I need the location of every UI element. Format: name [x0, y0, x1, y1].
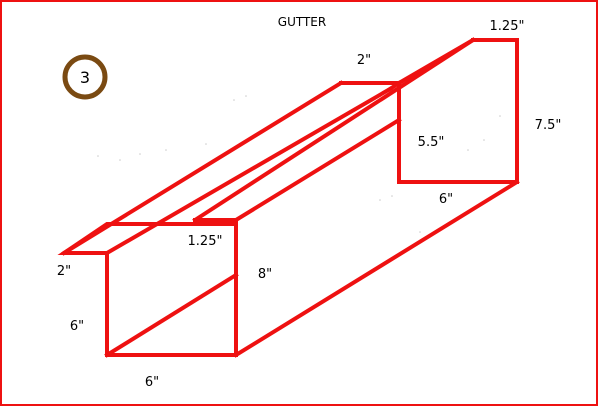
inner-bottom-slant [104, 272, 239, 358]
dim-left-top-width: 2" [57, 264, 71, 279]
dim-front-height: 8" [258, 267, 272, 282]
dim-left-height: 6" [70, 319, 84, 334]
left-wall-top-edge [104, 86, 393, 256]
badge-circle [62, 54, 108, 100]
dim-front-lip: 1.25" [188, 234, 223, 249]
front-wall-top-edge [233, 117, 402, 223]
dim-inner-height: 5.5" [418, 135, 445, 150]
dim-outer-height: 7.5" [535, 118, 562, 133]
bottom-long-edge [233, 179, 520, 358]
badge-number: 3 [80, 68, 90, 87]
back-upper-profile [397, 38, 519, 184]
dim-top-right-lip: 1.25" [490, 19, 525, 34]
dim-top-inner-width: 2" [357, 53, 371, 68]
left-lip-top-edge [61, 80, 344, 256]
background-speckles [97, 95, 501, 233]
back-outer-slant [396, 37, 476, 86]
dim-bottom-width: 6" [145, 375, 159, 390]
front-face-outline [57, 222, 238, 357]
front-lip-long-edge [192, 37, 476, 223]
dim-back-bottom-width: 6" [439, 192, 453, 207]
diagram-title: GUTTER [278, 15, 326, 29]
